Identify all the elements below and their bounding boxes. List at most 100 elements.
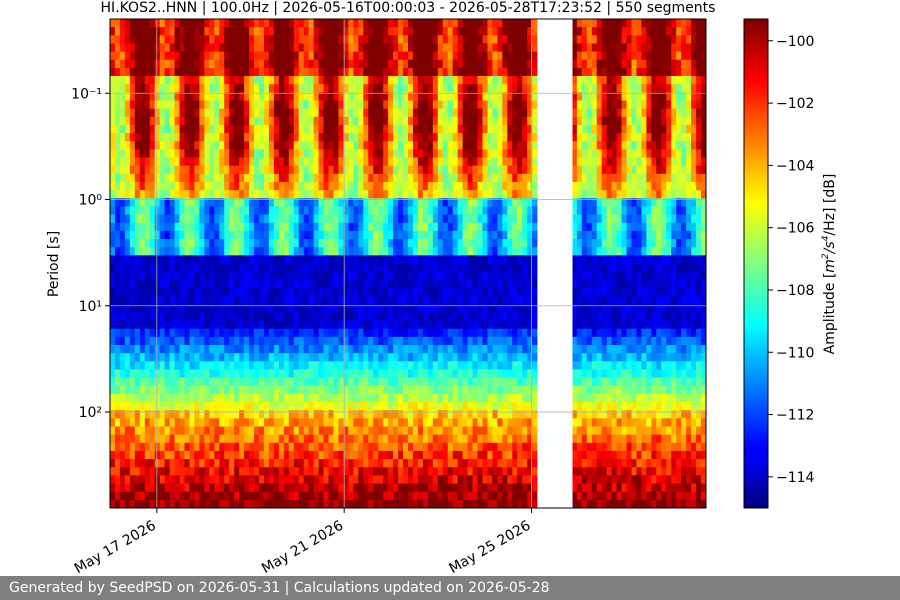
heatmap-cell <box>308 124 315 134</box>
heatmap-cell <box>477 190 483 199</box>
heatmap-cell <box>512 157 518 167</box>
heatmap-cell <box>497 345 503 354</box>
heatmap-cell <box>298 92 305 101</box>
heatmap-cell <box>393 149 399 158</box>
heatmap-cell <box>254 141 260 150</box>
heatmap-cell <box>393 345 399 354</box>
heatmap-cell <box>417 312 424 321</box>
heatmap-cell <box>239 206 245 215</box>
heatmap-cell <box>442 59 449 69</box>
heatmap-cell <box>114 426 121 436</box>
heatmap-cell <box>124 328 131 338</box>
heatmap-cell <box>224 499 230 509</box>
heatmap-cell <box>378 377 384 387</box>
heatmap-cell <box>149 133 156 142</box>
heatmap-cell <box>159 491 166 501</box>
heatmap-cell <box>189 116 195 126</box>
heatmap-cell <box>452 247 459 256</box>
heatmap-cell <box>417 499 424 509</box>
heatmap-cell <box>417 255 424 264</box>
heatmap-cell <box>447 59 454 69</box>
heatmap-cell <box>189 345 195 354</box>
heatmap-cell <box>358 263 364 273</box>
heatmap-cell <box>517 336 523 346</box>
heatmap-cell <box>512 385 518 395</box>
heatmap-cell <box>139 279 146 289</box>
heatmap-cell <box>417 157 424 167</box>
heatmap-cell <box>472 124 478 134</box>
heatmap-cell <box>452 239 459 248</box>
heatmap-cell <box>184 263 190 273</box>
heatmap-cell <box>383 491 389 501</box>
heatmap-cell <box>278 214 285 224</box>
heatmap-cell <box>298 157 305 167</box>
heatmap-cell <box>417 320 424 330</box>
heatmap-cell <box>303 230 310 240</box>
heatmap-cell <box>114 43 121 52</box>
heatmap-cell <box>129 353 136 362</box>
heatmap-cell <box>194 328 200 338</box>
heatmap-cell <box>249 450 255 460</box>
heatmap-cell <box>507 35 513 44</box>
heatmap-cell <box>487 304 493 313</box>
heatmap-cell <box>288 84 295 93</box>
heatmap-cell <box>328 19 334 28</box>
heatmap-cell <box>273 328 280 338</box>
heatmap-cell <box>427 271 434 281</box>
heatmap-cell <box>333 312 339 321</box>
heatmap-cell <box>348 35 354 44</box>
heatmap-cell <box>268 304 275 313</box>
heatmap-cell <box>358 182 364 191</box>
heatmap-cell <box>229 296 235 305</box>
heatmap-cell <box>134 459 141 468</box>
heatmap-cell <box>179 328 185 338</box>
heatmap-cell <box>507 402 513 411</box>
heatmap-cell <box>199 369 205 378</box>
heatmap-cell <box>273 157 280 167</box>
heatmap-cell <box>283 84 290 93</box>
heatmap-cell <box>229 100 235 110</box>
heatmap-cell <box>259 304 265 313</box>
heatmap-cell <box>353 19 359 28</box>
heatmap-cell <box>383 108 389 118</box>
heatmap-cell <box>224 279 230 289</box>
heatmap-cell <box>179 442 185 452</box>
heatmap-cell <box>417 214 424 224</box>
heatmap-cell <box>502 312 508 321</box>
heatmap-cell <box>179 92 185 101</box>
heatmap-cell <box>154 43 161 52</box>
heatmap-cell <box>497 190 503 199</box>
heatmap-cell <box>293 369 300 378</box>
heatmap-cell <box>254 418 260 427</box>
heatmap-cell <box>303 124 310 134</box>
heatmap-cell <box>403 255 409 264</box>
heatmap-cell <box>427 393 434 403</box>
heatmap-cell <box>358 133 364 142</box>
heatmap-cell <box>273 385 280 395</box>
heatmap-cell <box>492 182 498 191</box>
heatmap-cell <box>110 483 116 493</box>
heatmap-cell <box>472 239 478 248</box>
heatmap-cell <box>368 418 374 427</box>
heatmap-cell <box>259 116 265 126</box>
heatmap-cell <box>462 304 468 313</box>
heatmap-cell <box>328 124 334 134</box>
heatmap-cell <box>388 51 394 61</box>
heatmap-cell <box>249 320 255 330</box>
heatmap-cell <box>417 345 424 354</box>
heatmap-cell <box>164 173 170 183</box>
heatmap-cell <box>273 336 280 346</box>
heatmap-cell <box>393 426 399 436</box>
heatmap-cell <box>139 76 146 85</box>
heatmap-cell <box>134 108 141 118</box>
heatmap-cell <box>398 84 404 93</box>
heatmap-cell <box>204 491 210 501</box>
heatmap-cell <box>303 84 310 93</box>
heatmap-cell <box>219 361 225 370</box>
heatmap-cell <box>427 222 434 232</box>
heatmap-cell <box>482 43 488 52</box>
heatmap-cell <box>368 182 374 191</box>
heatmap-cell <box>467 173 473 183</box>
heatmap-cell <box>348 263 354 273</box>
heatmap-cell <box>383 173 389 183</box>
